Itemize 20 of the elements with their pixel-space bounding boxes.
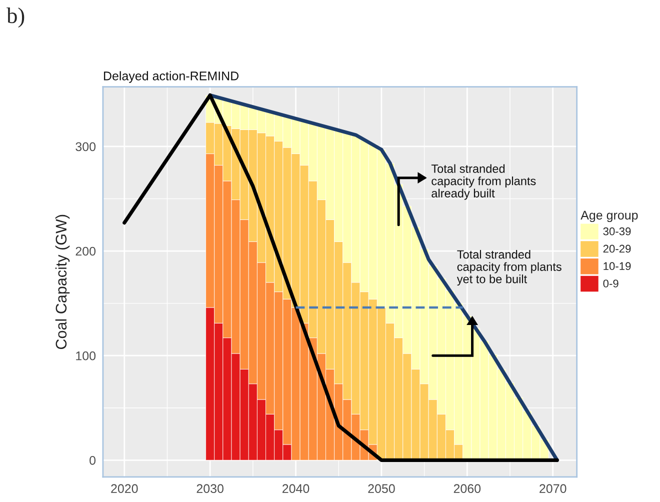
y-axis-title: Coal Capacity (GW) xyxy=(55,214,70,350)
y-tick-label: 100 xyxy=(76,351,96,360)
legend-label: 10-19 xyxy=(604,262,631,270)
legend-label: 20-29 xyxy=(603,244,631,253)
y-tick-label: 300 xyxy=(76,142,96,152)
y-tick-label: 0 xyxy=(90,456,96,465)
legend-label: 0-9 xyxy=(603,280,618,288)
legend-label: 30-39 xyxy=(603,227,631,236)
x-tick-label: 2050 xyxy=(368,484,395,494)
chart-title: Delayed action-REMIND xyxy=(104,71,239,83)
text: b) xyxy=(6,8,24,28)
y-tick-label: 200 xyxy=(76,246,96,256)
annotation: Total stranded capacity from plants already built xyxy=(431,164,536,200)
x-tick-label: 2040 xyxy=(282,484,310,494)
x-tick-label: 2070 xyxy=(540,484,566,494)
x-tick-label: 2020 xyxy=(111,484,138,494)
x-tick-label: 2030 xyxy=(196,484,224,494)
x-tick-label: 2060 xyxy=(454,484,481,494)
annotation: Total stranded capacity from plants yet to be built xyxy=(456,250,562,286)
legend-title: Age group xyxy=(580,210,638,222)
